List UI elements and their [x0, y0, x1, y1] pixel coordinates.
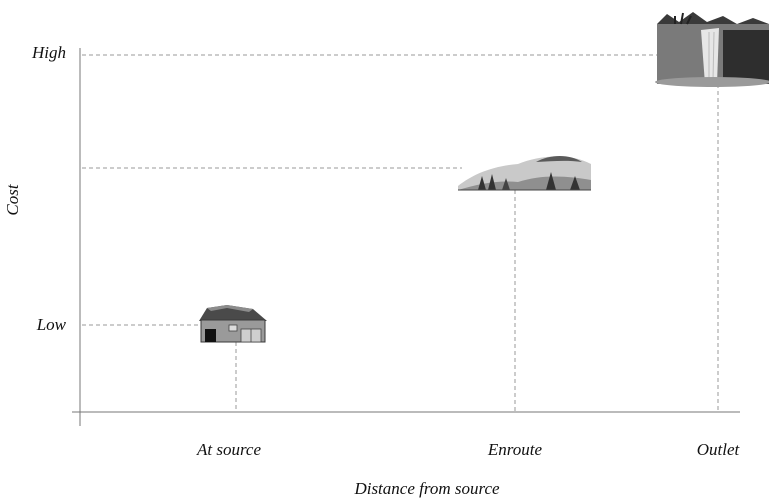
y-tick-label-low: Low	[36, 315, 67, 334]
y-axis-title: Cost	[3, 183, 22, 215]
x-tick-label-at-source: At source	[196, 440, 262, 459]
landscape-icon	[458, 156, 591, 191]
x-tick-label-enroute: Enroute	[487, 440, 543, 459]
barn-icon	[199, 305, 267, 343]
x-tick-label-outlet: Outlet	[697, 440, 741, 459]
x-axis-title: Distance from source	[353, 479, 500, 498]
waterfall-icon	[655, 12, 769, 87]
y-tick-label-high: High	[31, 43, 66, 62]
